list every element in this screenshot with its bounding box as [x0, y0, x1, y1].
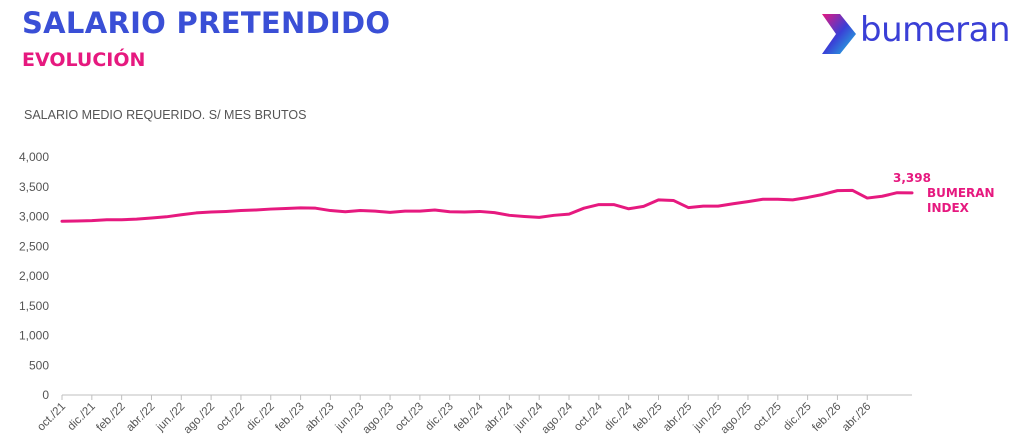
- x-tick-label: abr./22: [124, 401, 157, 434]
- x-tick-label: dic./22: [244, 401, 276, 433]
- x-tick-label: oct./25: [751, 401, 784, 434]
- x-tick-label: dic./21: [65, 401, 97, 433]
- series-line-bumeran-index: [60, 188, 914, 223]
- brand-logo: bumeran: [818, 10, 1018, 58]
- x-tick-label: ago./23: [361, 401, 397, 437]
- x-tick-label: feb./23: [273, 401, 306, 434]
- x-tick-label: oct./21: [35, 401, 68, 434]
- page-title: SALARIO PRETENDIDO: [22, 6, 391, 40]
- y-tick-label: 1,000: [19, 329, 49, 343]
- y-tick-label: 2,500: [19, 239, 49, 253]
- x-tick-label: feb./26: [810, 401, 843, 434]
- x-tick-label: ago./25: [718, 401, 754, 437]
- brand-logo-text: bumeran: [860, 10, 1011, 50]
- x-tick-label: abr./23: [303, 401, 336, 434]
- x-tick-label: dic./23: [423, 401, 455, 433]
- x-tick-label: oct./24: [572, 400, 605, 433]
- x-tick-label: oct./23: [393, 401, 426, 434]
- y-tick-label: 0: [42, 388, 49, 402]
- y-tick-label: 3,500: [19, 180, 49, 194]
- x-tick-label: feb./25: [631, 401, 664, 434]
- x-tick-label: abr./25: [661, 401, 694, 434]
- x-tick-label: dic./25: [781, 401, 813, 433]
- x-tick-label: feb./22: [94, 401, 127, 434]
- boomerang-icon: [822, 14, 856, 54]
- x-tick-label: abr./24: [482, 400, 516, 434]
- x-tick-label: ago./24: [540, 400, 576, 436]
- x-tick-label: ago./22: [182, 401, 218, 437]
- page-subtitle: EVOLUCIÓN: [22, 49, 146, 71]
- y-tick-label: 3,000: [19, 210, 49, 224]
- y-tick-label: 1,500: [19, 299, 49, 313]
- x-tick-label: abr./26: [840, 401, 873, 434]
- last-value-label: 3,398: [893, 171, 931, 185]
- x-tick-label: dic./24: [602, 400, 635, 433]
- x-tick-label: oct./22: [214, 401, 247, 434]
- x-tick-label: feb./24: [452, 400, 486, 434]
- y-tick-label: 500: [29, 358, 49, 372]
- chart-ylabel: SALARIO MEDIO REQUERIDO. S/ MES BRUTOS: [24, 108, 307, 122]
- series-legend-name: BUMERAN: [927, 186, 995, 200]
- y-tick-label: 4,000: [19, 150, 49, 164]
- series-legend-name-line2: INDEX: [927, 201, 969, 215]
- y-tick-label: 2,000: [19, 269, 49, 283]
